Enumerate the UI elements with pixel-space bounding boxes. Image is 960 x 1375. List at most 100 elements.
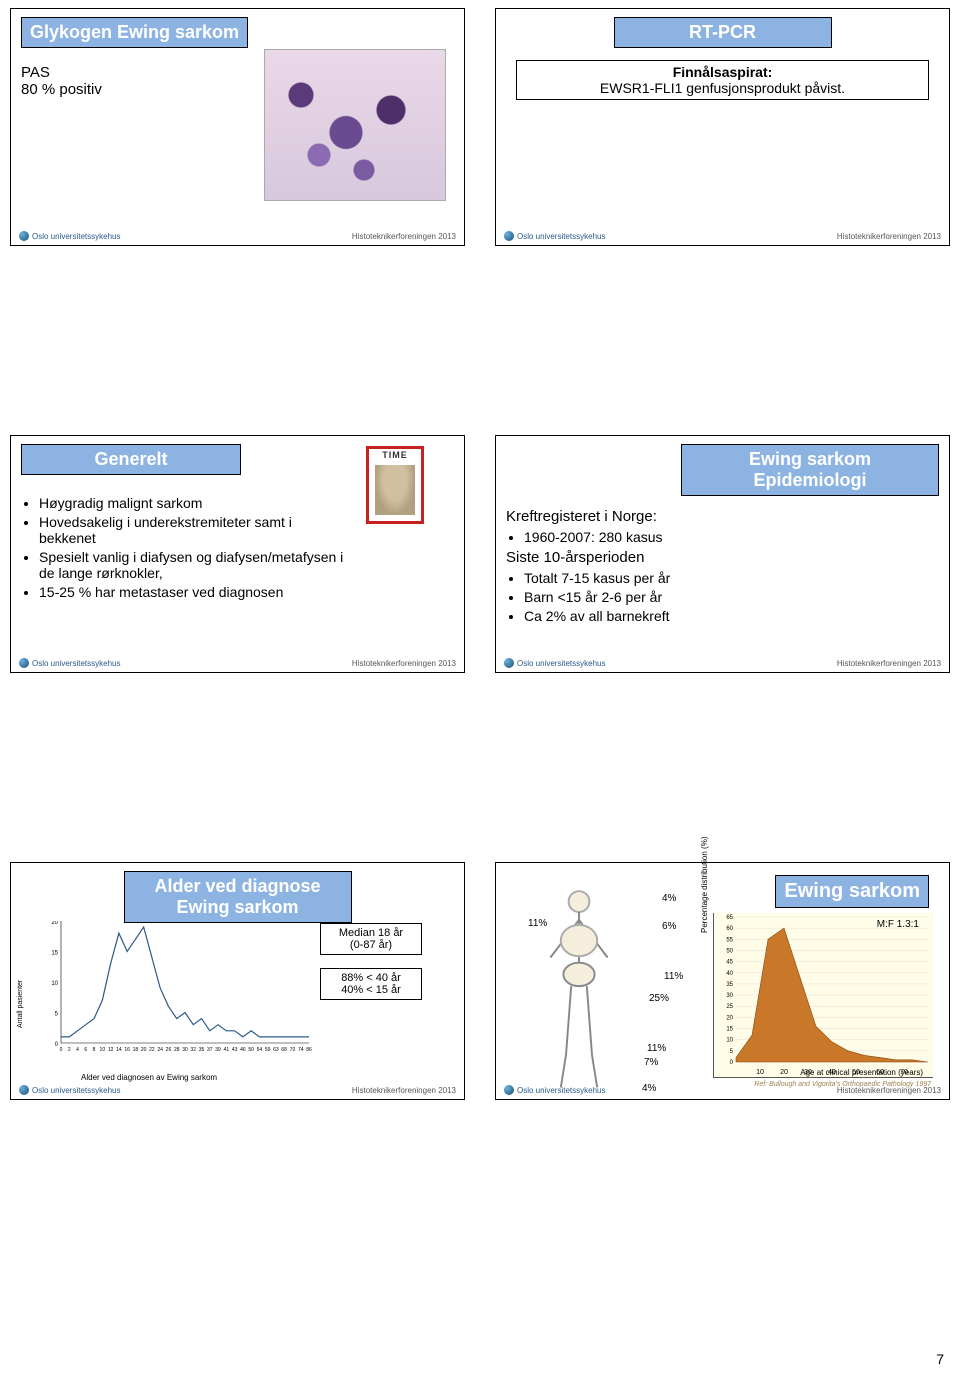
svg-text:46: 46: [240, 1047, 246, 1053]
svg-text:14: 14: [116, 1047, 122, 1053]
svg-text:12: 12: [108, 1047, 114, 1053]
svg-text:35: 35: [726, 982, 733, 988]
slide-distribution: Ewing sarkom 4%11%6%11%25%11%7%4% Percen…: [495, 862, 950, 1100]
slide3-logo-text: Oslo universitetssykehus: [32, 659, 120, 668]
slide5-title-l2: Ewing sarkom: [133, 897, 343, 918]
skeleton-label: 6%: [662, 921, 676, 932]
skeleton-label: 4%: [662, 893, 676, 904]
svg-text:41: 41: [224, 1047, 230, 1053]
svg-text:10: 10: [726, 1038, 733, 1044]
slide5-box1-l2: (0-87 år): [326, 939, 416, 951]
slide4-b2-0: Totalt 7-15 kasus per år: [524, 570, 939, 586]
slide2-sub-title: Finnålsaspirat:: [523, 64, 921, 80]
slide1-title: Glykogen Ewing sarkom: [21, 17, 248, 48]
slide5-title: Alder ved diagnose Ewing sarkom: [124, 871, 352, 923]
slide4-bl1: 1960-2007: 280 kasus: [524, 529, 939, 545]
svg-text:39: 39: [215, 1047, 221, 1053]
time-magazine-icon: [366, 446, 424, 524]
slide5-box1-l1: Median 18 år: [326, 927, 416, 939]
svg-text:40: 40: [726, 971, 733, 977]
slide3-b3: 15-25 % har metastaser ved diagnosen: [39, 584, 349, 600]
svg-text:10: 10: [100, 1047, 106, 1053]
dist-xlabel: Age at clinical presentation (years): [800, 1068, 923, 1077]
slide2-footer: Histoteknikerforeningen 2013: [837, 232, 941, 241]
slide2-logo: Oslo universitetssykehus: [504, 231, 605, 241]
svg-text:0: 0: [55, 1042, 59, 1048]
slide5-box1: Median 18 år (0-87 år): [320, 923, 422, 955]
svg-text:26: 26: [166, 1047, 172, 1053]
svg-text:22: 22: [149, 1047, 155, 1053]
svg-text:5: 5: [730, 1049, 734, 1055]
slide3-title: Generelt: [21, 444, 241, 475]
svg-text:15: 15: [51, 951, 58, 957]
skeleton-label: 25%: [649, 993, 669, 1004]
age-distribution-chart: Percentage distribution (%) 051015202530…: [713, 913, 933, 1078]
svg-text:54: 54: [257, 1047, 263, 1053]
svg-text:6: 6: [84, 1047, 87, 1053]
pas-micrograph: [264, 49, 446, 201]
svg-text:8: 8: [93, 1047, 96, 1053]
svg-text:35: 35: [199, 1047, 205, 1053]
slide6-logo: Oslo universitetssykehus: [504, 1085, 605, 1095]
svg-text:20: 20: [141, 1047, 147, 1053]
svg-text:50: 50: [248, 1047, 254, 1053]
slide6-logo-text: Oslo universitetssykehus: [517, 1086, 605, 1095]
slide1-footer: Histoteknikerforeningen 2013: [352, 232, 456, 241]
svg-text:2: 2: [68, 1047, 71, 1053]
svg-text:65: 65: [726, 915, 733, 921]
slide5-xlabel: Alder ved diagnosen av Ewing sarkom: [81, 1073, 217, 1082]
svg-text:37: 37: [207, 1047, 213, 1053]
skeleton-label: 11%: [664, 971, 683, 982]
slide5-title-l1: Alder ved diagnose: [133, 876, 343, 897]
svg-text:68: 68: [281, 1047, 287, 1053]
slide4-b2-1: Barn <15 år 2-6 per år: [524, 589, 939, 605]
slide5-ylabel: Antall pasienter: [17, 980, 24, 1028]
svg-text:20: 20: [726, 1015, 733, 1021]
slide-glykogen: Glykogen Ewing sarkom PAS 80 % positiv O…: [10, 8, 465, 246]
svg-text:5: 5: [55, 1012, 59, 1018]
svg-text:74: 74: [298, 1047, 304, 1053]
svg-text:16: 16: [124, 1047, 130, 1053]
svg-text:10: 10: [51, 981, 58, 987]
slide6-title: Ewing sarkom: [775, 875, 929, 908]
slide5-box2-l2: 40% < 15 år: [326, 984, 416, 996]
skeleton-label: 7%: [644, 1057, 658, 1068]
svg-text:30: 30: [726, 993, 733, 999]
svg-text:32: 32: [190, 1047, 196, 1053]
slide4-logo: Oslo universitetssykehus: [504, 658, 605, 668]
dist-ylabel: Percentage distribution (%): [700, 837, 709, 934]
slide5-footer: Histoteknikerforeningen 2013: [352, 1086, 456, 1095]
svg-text:4: 4: [76, 1047, 79, 1053]
slide4-t1: Kreftregisteret i Norge:: [506, 508, 939, 525]
slide5-logo-text: Oslo universitetssykehus: [32, 1086, 120, 1095]
svg-text:0: 0: [730, 1060, 734, 1066]
slide5-logo: Oslo universitetssykehus: [19, 1085, 120, 1095]
svg-text:55: 55: [726, 937, 733, 943]
slide1-logo: Oslo universitetssykehus: [19, 231, 120, 241]
svg-text:20: 20: [51, 921, 58, 926]
svg-text:15: 15: [726, 1027, 733, 1033]
mf-ratio: M:F 1.3:1: [877, 919, 919, 930]
slide-age-diagnosis: Alder ved diagnose Ewing sarkom Median 1…: [10, 862, 465, 1100]
svg-text:60: 60: [726, 926, 733, 932]
slide4-b2-2: Ca 2% av all barnekreft: [524, 608, 939, 624]
svg-text:18: 18: [133, 1047, 139, 1053]
slide3-b2: Spesielt vanlig i diafysen og diafysen/m…: [39, 549, 349, 581]
svg-text:25: 25: [726, 1004, 733, 1010]
skeleton-label: 4%: [642, 1083, 656, 1094]
slide3-b0: Høygradig malignt sarkom: [39, 495, 349, 511]
svg-text:28: 28: [174, 1047, 180, 1053]
slide4-t2: Siste 10-årsperioden: [506, 549, 939, 566]
age-line-chart: 0510152002468101214161820222426283032353…: [39, 921, 319, 1081]
slide4-title-l2: Epidemiologi: [690, 470, 930, 491]
svg-text:43: 43: [232, 1047, 238, 1053]
slide4-title-l1: Ewing sarkom: [690, 449, 930, 470]
slide6-footer: Histoteknikerforeningen 2013: [837, 1086, 941, 1095]
svg-text:0: 0: [60, 1047, 63, 1053]
skeleton-icon: [514, 885, 644, 1095]
slide2-subbox: Finnålsaspirat: EWSR1-FLI1 genfusjonspro…: [516, 60, 928, 100]
slide3-b1: Hovedsakelig i underekstremiteter samt i…: [39, 514, 349, 546]
slide4-title: Ewing sarkom Epidemiologi: [681, 444, 939, 496]
svg-text:86: 86: [306, 1047, 312, 1053]
svg-text:50: 50: [726, 948, 733, 954]
